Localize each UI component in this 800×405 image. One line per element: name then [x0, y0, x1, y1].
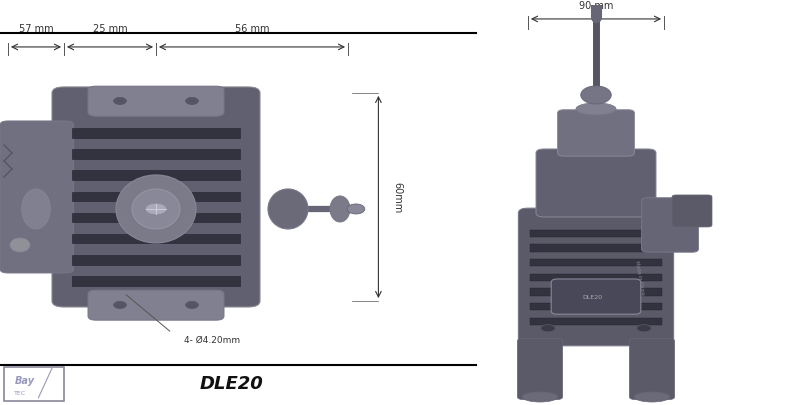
FancyBboxPatch shape: [558, 111, 634, 157]
Text: 25 mm: 25 mm: [93, 24, 127, 34]
Bar: [72, 150, 240, 160]
Text: 4- Ø4.20mm: 4- Ø4.20mm: [184, 335, 240, 343]
Ellipse shape: [581, 87, 611, 105]
Ellipse shape: [114, 302, 126, 309]
Text: 90 mm: 90 mm: [579, 1, 613, 11]
FancyBboxPatch shape: [630, 339, 674, 399]
Bar: [530, 303, 662, 311]
Bar: [72, 129, 240, 139]
Ellipse shape: [186, 302, 198, 309]
Text: Bay: Bay: [14, 375, 34, 385]
FancyBboxPatch shape: [551, 279, 641, 314]
Bar: [530, 318, 662, 325]
Text: 56 mm: 56 mm: [234, 24, 270, 34]
Ellipse shape: [114, 98, 126, 105]
Bar: [72, 171, 240, 181]
Bar: [530, 245, 662, 252]
Ellipse shape: [522, 392, 558, 402]
Text: DLE20: DLE20: [200, 374, 264, 392]
Ellipse shape: [576, 104, 616, 116]
Bar: [72, 192, 240, 202]
FancyBboxPatch shape: [0, 122, 74, 273]
Bar: [530, 289, 662, 296]
Ellipse shape: [634, 392, 670, 402]
Ellipse shape: [22, 190, 50, 229]
FancyBboxPatch shape: [88, 290, 224, 320]
Bar: [530, 274, 662, 281]
FancyBboxPatch shape: [518, 339, 562, 399]
Ellipse shape: [637, 325, 651, 332]
Ellipse shape: [186, 98, 198, 105]
Ellipse shape: [132, 190, 180, 229]
Ellipse shape: [541, 325, 555, 332]
FancyBboxPatch shape: [88, 87, 224, 117]
FancyBboxPatch shape: [672, 196, 712, 228]
Ellipse shape: [268, 190, 308, 229]
Bar: [72, 234, 240, 244]
Bar: [4, 367, 64, 401]
Text: 57 mm: 57 mm: [18, 24, 54, 34]
FancyBboxPatch shape: [536, 149, 656, 217]
Bar: [530, 260, 662, 266]
Bar: [72, 213, 240, 223]
Text: 60mm: 60mm: [393, 182, 403, 213]
Ellipse shape: [10, 239, 30, 252]
Text: DLE20: DLE20: [582, 294, 602, 299]
Text: Made in China: Made in China: [634, 260, 646, 295]
FancyBboxPatch shape: [52, 88, 260, 307]
Text: TEC: TEC: [14, 390, 26, 396]
Bar: [72, 256, 240, 265]
Ellipse shape: [330, 196, 350, 222]
FancyBboxPatch shape: [518, 209, 674, 346]
Ellipse shape: [116, 175, 196, 243]
Ellipse shape: [347, 205, 365, 214]
Ellipse shape: [146, 205, 166, 214]
Bar: [530, 230, 662, 237]
FancyBboxPatch shape: [642, 198, 698, 253]
Bar: [72, 277, 240, 286]
